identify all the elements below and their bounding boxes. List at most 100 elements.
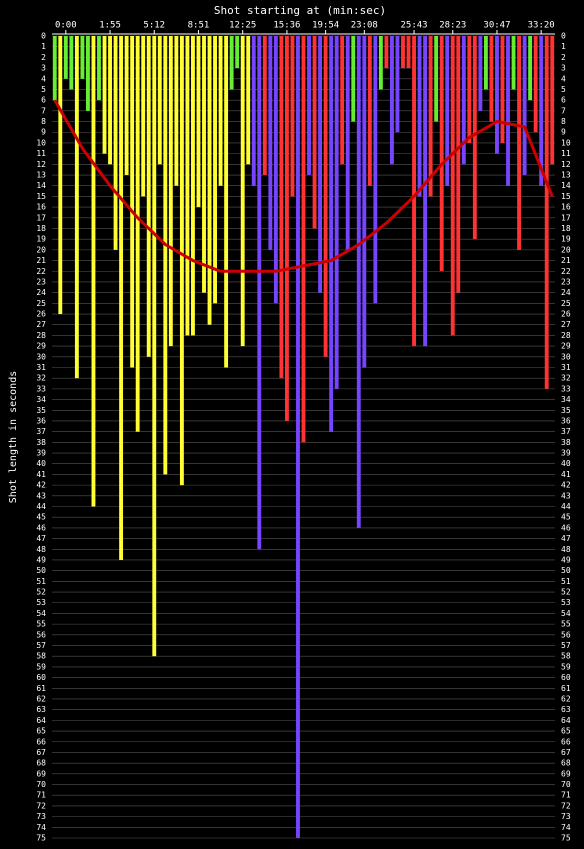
y-tick-label-right: 44 xyxy=(561,502,571,511)
x-tick-label: 0:00 xyxy=(55,21,77,31)
bar xyxy=(58,36,63,315)
bar xyxy=(472,36,477,240)
bar xyxy=(130,36,135,368)
x-tick-label: 25:43 xyxy=(401,21,428,31)
bar xyxy=(378,36,383,90)
bar xyxy=(63,36,68,79)
bar xyxy=(290,36,295,197)
bar xyxy=(528,36,533,101)
y-tick-label-right: 13 xyxy=(561,171,571,180)
y-tick-label-right: 60 xyxy=(561,673,571,682)
y-tick-label: 28 xyxy=(36,331,46,340)
bar xyxy=(273,36,278,304)
y-tick-label: 69 xyxy=(36,769,46,778)
y-tick-label: 36 xyxy=(36,416,46,425)
bar xyxy=(428,36,433,197)
y-tick-label: 26 xyxy=(36,310,46,319)
y-tick-label: 50 xyxy=(36,566,46,575)
y-tick-label: 21 xyxy=(36,256,46,265)
y-tick-label-right: 17 xyxy=(561,213,571,222)
bar xyxy=(461,36,466,165)
y-tick-label-right: 51 xyxy=(561,577,571,586)
bar xyxy=(152,36,157,657)
y-tick-label-right: 55 xyxy=(561,620,571,629)
bar xyxy=(163,36,168,475)
y-tick-label: 8 xyxy=(41,117,46,126)
y-tick-label: 45 xyxy=(36,513,46,522)
y-tick-label: 33 xyxy=(36,384,46,393)
y-tick-label-right: 9 xyxy=(561,128,566,137)
y-tick-label: 19 xyxy=(36,235,46,244)
x-tick-label: 30:47 xyxy=(483,21,510,31)
bar xyxy=(533,36,538,133)
y-tick-label: 11 xyxy=(36,149,46,158)
y-tick-label: 15 xyxy=(36,192,46,201)
bar xyxy=(478,36,483,111)
bar xyxy=(362,36,367,368)
y-tick-label-right: 47 xyxy=(561,534,571,543)
y-tick-label-right: 34 xyxy=(561,395,571,404)
bar xyxy=(202,36,206,293)
bar xyxy=(450,36,455,336)
bar xyxy=(135,36,140,432)
y-tick-label-right: 54 xyxy=(561,609,571,618)
x-tick-label: 28:23 xyxy=(439,21,466,31)
y-tick-label-right: 14 xyxy=(561,181,571,190)
bar xyxy=(251,36,256,186)
x-tick-label: 23:08 xyxy=(351,21,378,31)
y-tick-label-right: 75 xyxy=(561,834,571,843)
y-tick-label: 2 xyxy=(41,53,46,62)
y-tick-label: 60 xyxy=(36,673,46,682)
bar xyxy=(213,36,217,304)
bar xyxy=(52,36,57,101)
bar xyxy=(119,36,124,560)
y-tick-label: 14 xyxy=(36,181,46,190)
bar xyxy=(207,36,212,325)
y-tick-label: 24 xyxy=(36,288,46,297)
y-tick-label: 29 xyxy=(36,342,46,351)
bar xyxy=(456,36,461,293)
y-tick-label-right: 12 xyxy=(561,160,571,169)
bar xyxy=(296,36,300,838)
y-tick-label: 75 xyxy=(36,834,46,843)
trend-line xyxy=(53,99,554,273)
y-tick-label: 42 xyxy=(36,481,46,490)
y-tick-label: 25 xyxy=(36,299,46,308)
bar xyxy=(550,36,555,165)
y-tick-label-right: 49 xyxy=(561,555,571,564)
x-tick-label: 15:36 xyxy=(273,21,300,31)
y-tick-label: 7 xyxy=(41,106,46,115)
y-tick-label: 71 xyxy=(36,791,46,800)
x-tick-label: 1:55 xyxy=(99,21,121,31)
y-tick-label-right: 68 xyxy=(561,759,571,768)
bar xyxy=(301,36,306,443)
bar xyxy=(146,36,151,357)
y-tick-label: 67 xyxy=(36,748,46,757)
bar xyxy=(69,36,74,90)
bar xyxy=(312,36,317,229)
bar xyxy=(179,36,184,486)
y-tick-label: 18 xyxy=(36,224,46,233)
y-tick-label: 52 xyxy=(36,588,46,597)
y-tick-label-right: 66 xyxy=(561,737,571,746)
y-tick-label-right: 67 xyxy=(561,748,571,757)
y-tick-label-right: 74 xyxy=(561,823,571,832)
y-tick-label: 38 xyxy=(36,438,46,447)
y-tick-label-right: 65 xyxy=(561,727,571,736)
bar xyxy=(417,36,422,197)
y-tick-label-right: 46 xyxy=(561,523,571,532)
y-tick-label-right: 69 xyxy=(561,769,571,778)
y-tick-label-right: 50 xyxy=(561,566,571,575)
y-tick-label: 32 xyxy=(36,374,46,383)
y-tick-label: 65 xyxy=(36,727,46,736)
y-tick-label-right: 39 xyxy=(561,449,571,458)
bar xyxy=(406,36,411,69)
y-tick-label-right: 26 xyxy=(561,310,571,319)
y-tick-label: 1 xyxy=(41,42,46,51)
bar xyxy=(196,36,201,208)
y-tick-label-right: 0 xyxy=(561,32,566,41)
x-tick-label: 19:54 xyxy=(312,21,339,31)
y-tick-label: 58 xyxy=(36,652,46,661)
